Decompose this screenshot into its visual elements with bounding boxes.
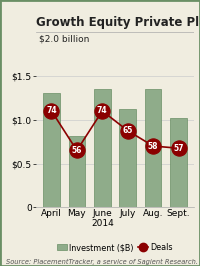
Text: Growth Equity Private Placement Activity: Growth Equity Private Placement Activity xyxy=(36,16,200,29)
Text: 74: 74 xyxy=(46,106,57,115)
Bar xyxy=(145,89,161,207)
Bar xyxy=(94,89,111,207)
Text: 58: 58 xyxy=(148,142,158,151)
Text: $2.0 billion: $2.0 billion xyxy=(39,35,89,44)
Text: 74: 74 xyxy=(97,106,108,115)
Bar xyxy=(170,118,187,207)
Text: 65: 65 xyxy=(123,126,133,135)
Text: 56: 56 xyxy=(72,146,82,155)
Bar xyxy=(43,93,60,207)
Legend: Investment ($B), Deals: Investment ($B), Deals xyxy=(57,243,173,252)
Text: 57: 57 xyxy=(173,144,184,153)
Bar xyxy=(69,135,85,207)
Bar xyxy=(119,109,136,207)
Text: Source: PlacementTracker, a service of Sagient Research.: Source: PlacementTracker, a service of S… xyxy=(6,259,198,265)
